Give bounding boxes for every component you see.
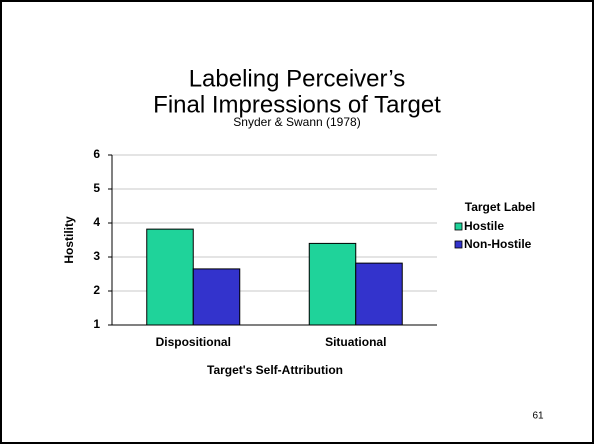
legend-swatch (454, 222, 463, 231)
x-axis-label: Target's Self-Attribution (207, 363, 343, 377)
legend-label: Non-Hostile (464, 237, 532, 251)
legend-title: Target Label (465, 200, 535, 214)
y-tick-label: 4 (93, 215, 100, 229)
x-tick-label: Situational (325, 335, 386, 349)
y-tick-label: 5 (93, 181, 100, 195)
y-axis-label: Hostility (62, 216, 76, 264)
y-tick-label: 2 (93, 283, 100, 297)
legend-label: Hostile (464, 219, 504, 233)
bar (146, 228, 194, 326)
y-tick-label: 6 (93, 147, 100, 161)
legend-swatch (454, 240, 463, 249)
bar (192, 268, 241, 326)
y-tick-label: 1 (93, 317, 100, 331)
page-number: 61 (532, 411, 544, 422)
chart-title-line: Final Impressions of Target (153, 91, 441, 118)
chart-subtitle: Snyder & Swann (1978) (233, 115, 360, 129)
bar (355, 262, 403, 326)
x-tick-label: Dispositional (156, 335, 231, 349)
bar (308, 242, 357, 326)
chart-title-line: Labeling Perceiver’s (189, 65, 406, 92)
y-tick-label: 3 (93, 249, 100, 263)
